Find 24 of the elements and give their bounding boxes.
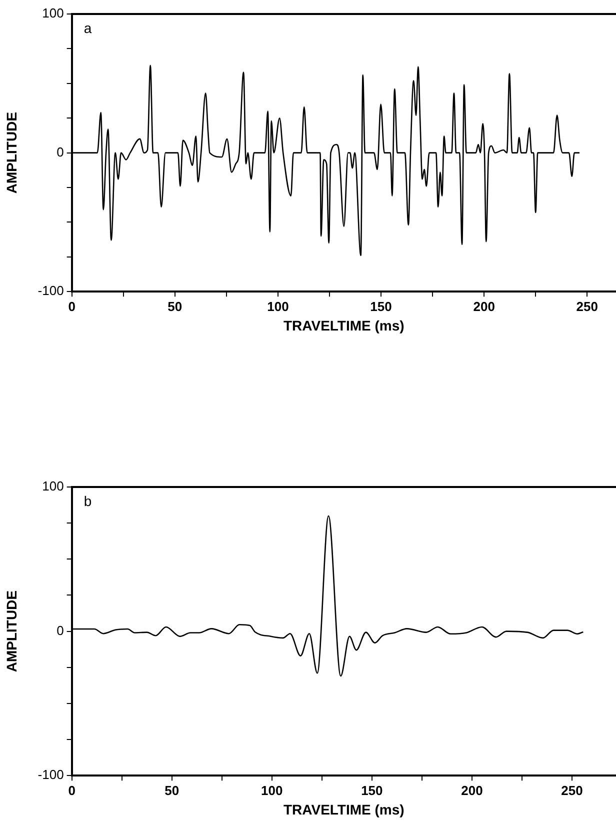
annotation: b [84,492,92,509]
x-axis-title: TRAVELTIME (ms) [284,801,404,818]
x-tick-label: 0 [68,298,76,314]
x-tick-label: 50 [168,298,182,314]
y-tick-label: 0 [56,622,64,638]
x-tick-label: 100 [261,782,283,798]
y-tick-label: -100 [38,767,64,782]
annotation: a [84,20,92,36]
x-tick-label: 250 [561,782,583,798]
x-tick-label: 0 [68,782,76,798]
x-tick-label: 200 [461,782,483,798]
y-axis-title: AMPLITUDE [3,112,20,194]
x-tick-label: 200 [473,298,495,314]
y-tick-label: 100 [42,6,64,21]
x-axis-title: TRAVELTIME (ms) [284,317,404,334]
y-tick-label: 0 [56,144,64,160]
x-tick-label: 150 [370,298,392,314]
x-tick-label: 250 [576,298,598,314]
x-tick-label: 100 [267,298,289,314]
x-tick-label: 150 [361,782,383,798]
y-tick-label: -100 [38,283,64,298]
x-tick-label: 50 [164,782,180,798]
y-axis-title: AMPLITUDE [3,590,20,672]
y-tick-label: 100 [42,478,64,494]
